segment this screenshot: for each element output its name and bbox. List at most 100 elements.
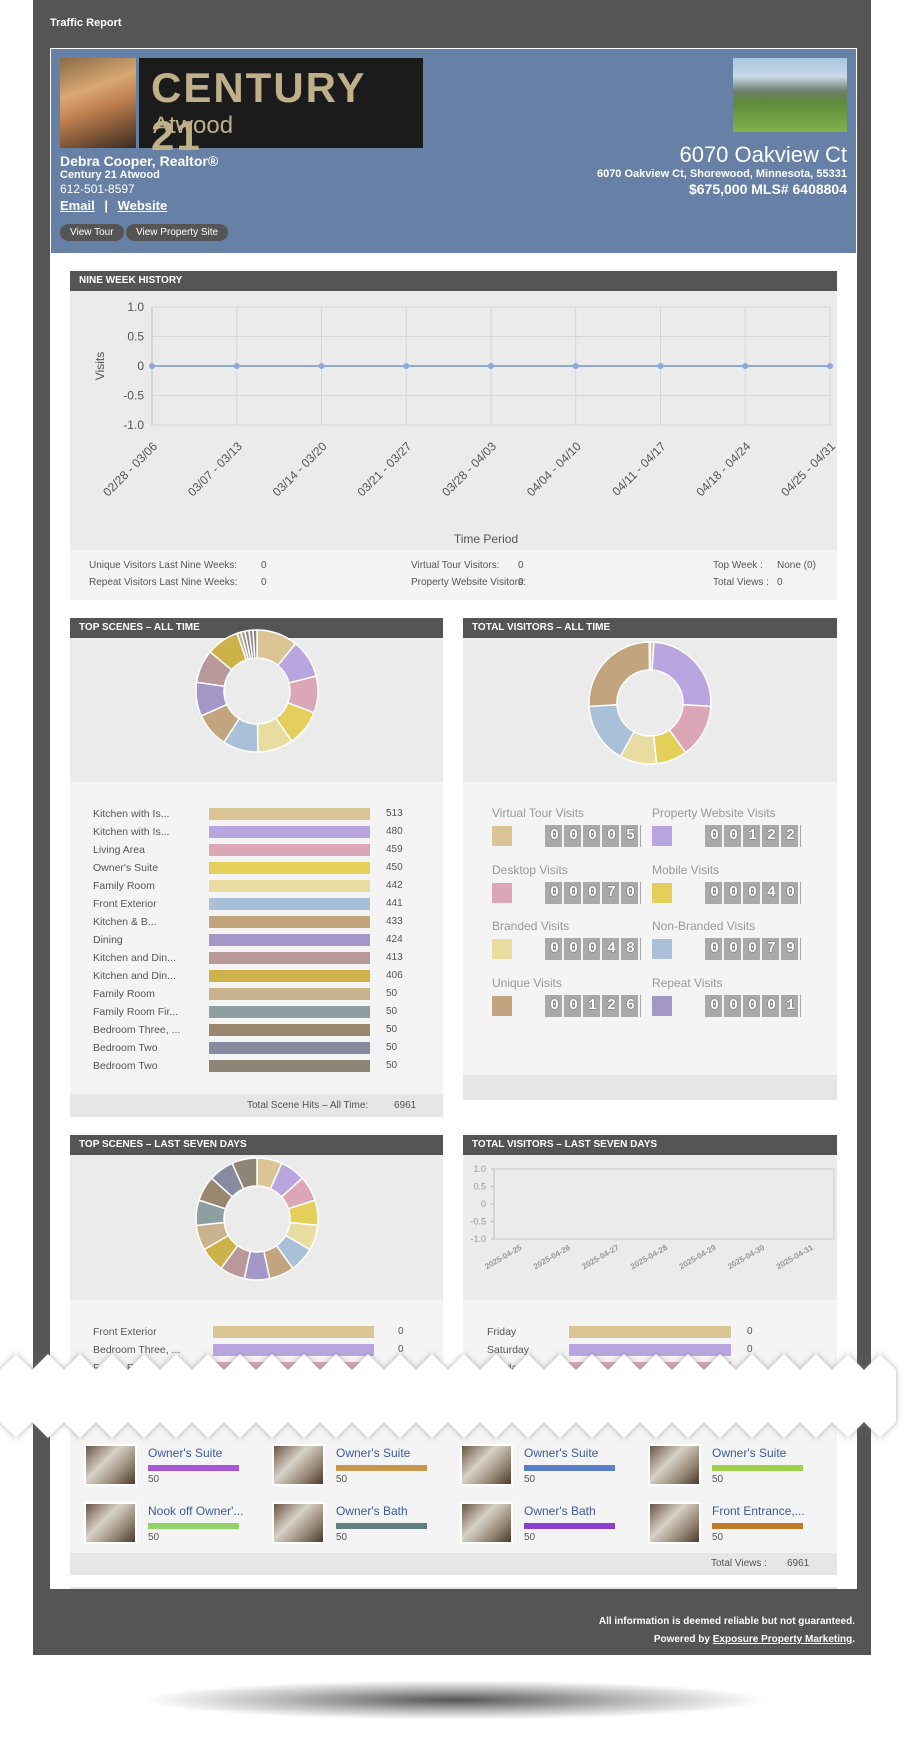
scene-value: 50 (712, 1474, 724, 1485)
stat-label: Total Views : (713, 577, 769, 588)
donut-slice (648, 641, 651, 671)
scene-name: Owner's Bath (524, 1504, 596, 1518)
data-point (572, 363, 579, 369)
data-point (827, 363, 833, 369)
color-bar (209, 952, 370, 964)
color-bar (209, 826, 370, 838)
stat-value: 0 (261, 560, 267, 571)
email-link[interactable]: Email (60, 198, 95, 213)
list-label: Family Room Fir... (93, 1006, 179, 1018)
view-tour-button[interactable]: View Tour (60, 224, 124, 241)
content-rule (70, 1587, 837, 1589)
color-bar (712, 1523, 803, 1529)
y-tick-label: -1.0 (123, 418, 144, 432)
scene-value: 50 (336, 1532, 348, 1543)
counter-digits: 00001 (705, 995, 801, 1017)
total-label: Total Views : (711, 1558, 767, 1569)
total-bar (70, 1553, 837, 1575)
powered-link[interactable]: Exposure Property Marketing (712, 1634, 853, 1645)
color-bar (209, 898, 370, 910)
logo-brand: CENTURY 21 (151, 64, 366, 159)
scene-name: Owner's Bath (336, 1504, 408, 1518)
color-bar (712, 1465, 803, 1471)
donut-slice (252, 629, 258, 659)
panel-heading: TOP SCENES – ALL TIME (70, 618, 443, 638)
counter-swatch (652, 996, 672, 1016)
y-tick-label: 0.5 (473, 1182, 486, 1192)
list-value: 413 (386, 952, 403, 963)
panel-heading: TOTAL VISITORS – ALL TIME (463, 618, 837, 638)
panel-heading: TOP SCENES – LAST SEVEN DAYS (70, 1135, 443, 1155)
scene-value: 50 (524, 1474, 536, 1485)
list-value: 513 (386, 808, 403, 819)
scene-name: Owner's Suite (148, 1446, 223, 1460)
plot-area (493, 1168, 835, 1240)
scene-thumbnail (84, 1502, 137, 1544)
color-bar (209, 1006, 370, 1018)
color-bar (148, 1523, 239, 1529)
color-bar (213, 1344, 374, 1356)
total-bar (70, 1094, 443, 1117)
link-separator: | (104, 198, 108, 213)
list-label: Kitchen and Din... (93, 970, 176, 982)
color-bar (569, 1344, 731, 1356)
counter-digits: 00040 (705, 882, 801, 904)
color-bar (209, 970, 370, 982)
color-bar (213, 1326, 374, 1338)
y-tick-label: -0.5 (123, 389, 144, 403)
list-value: 441 (386, 898, 403, 909)
list-value: 442 (386, 880, 403, 891)
scene-thumbnail (272, 1444, 325, 1486)
powered-by: Powered by Exposure Property Marketing. (654, 1634, 855, 1645)
color-bar (569, 1326, 731, 1338)
total-value: 6961 (394, 1100, 417, 1111)
stat-label: Virtual Tour Visitors: (411, 560, 500, 571)
color-bar (148, 1465, 239, 1471)
counter-swatch (492, 883, 512, 903)
panel-footer (463, 1075, 837, 1100)
torn-gap (0, 1354, 896, 1438)
scene-name: Owner's Suite (524, 1446, 599, 1460)
list-value: 450 (386, 862, 403, 873)
list-label: Living Area (93, 844, 145, 856)
list-label: Bedroom Three, ... (93, 1344, 181, 1356)
stat-value: 0 (777, 577, 783, 588)
y-tick-label: 1.0 (127, 300, 144, 314)
scene-name: Owner's Suite (336, 1446, 411, 1460)
view-site-button[interactable]: View Property Site (126, 224, 229, 241)
color-bar (524, 1465, 615, 1471)
counter-label: Virtual Tour Visits (492, 806, 585, 820)
stat-label: Unique Visitors Last Nine Weeks: (89, 560, 238, 571)
list-label: Owner's Suite (93, 862, 159, 874)
counter-digits: 00005 (545, 825, 641, 847)
stats-panel (70, 550, 837, 600)
list-label: Kitchen & B... (93, 916, 157, 928)
list-label: Friday (487, 1326, 517, 1338)
counter-label: Non-Branded Visits (652, 919, 756, 933)
color-bar (524, 1523, 615, 1529)
counter-label: Unique Visits (492, 976, 562, 990)
list-label: Front Exterior (93, 898, 157, 910)
scene-name: Owner's Suite (712, 1446, 787, 1460)
brand-logo: CENTURY 21 Atwood (139, 58, 423, 159)
website-link[interactable]: Website (117, 198, 168, 213)
counter-label: Property Website Visits (652, 806, 776, 820)
counter-label: Desktop Visits (492, 863, 568, 877)
color-bar (209, 916, 370, 928)
counter-label: Branded Visits (492, 919, 570, 933)
list-value: 0 (747, 1326, 753, 1337)
scene-thumbnail (272, 1502, 325, 1544)
scene-value: 50 (148, 1532, 160, 1543)
counter-label: Mobile Visits (652, 863, 720, 877)
list-value: 50 (386, 1060, 398, 1071)
list-value: 424 (386, 934, 403, 945)
powered-suffix: . (852, 1634, 855, 1645)
list-value: 433 (386, 916, 403, 927)
y-tick-label: 0 (481, 1199, 486, 1209)
counter-digits: 00079 (705, 938, 801, 960)
list-value: 459 (386, 844, 403, 855)
donut-panel (70, 638, 443, 782)
counter-swatch (652, 939, 672, 959)
color-bar (209, 934, 370, 946)
